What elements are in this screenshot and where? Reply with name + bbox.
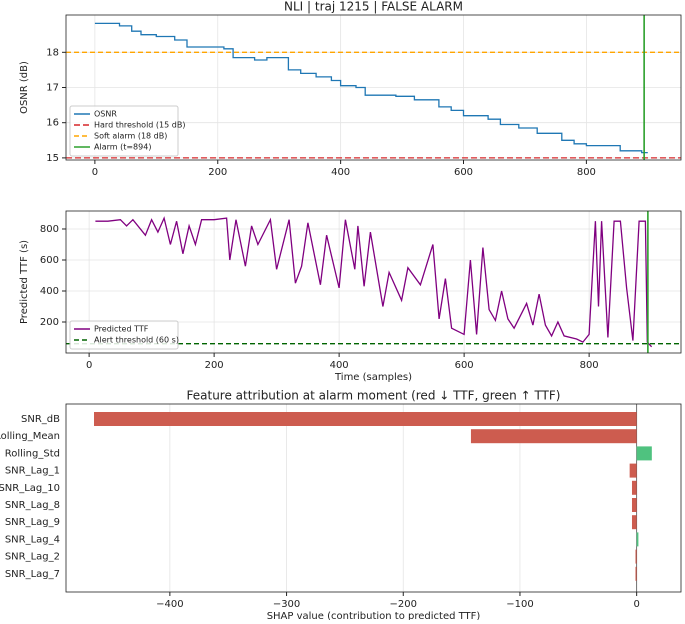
y-tick-label: 18 (46, 47, 59, 58)
legend-label: Hard threshold (15 dB) (94, 121, 185, 130)
x-tick-label: 200 (208, 167, 227, 178)
x-tick-label: −200 (390, 599, 417, 610)
axes-frame (65, 403, 682, 593)
bar (636, 532, 639, 547)
legend-box (69, 105, 179, 157)
category-label: SNR_Lag_8 (5, 500, 60, 511)
chart-title: Feature attribution at alarm moment (red… (187, 389, 561, 403)
bar (631, 515, 637, 530)
axes-frame (65, 14, 682, 161)
bar (629, 463, 637, 478)
x-tick-label: 800 (580, 360, 599, 371)
y-tick-label: 200 (40, 317, 59, 328)
category-label: SNR_Lag_2 (5, 552, 60, 563)
series-line (94, 22, 648, 154)
legend-label: Alert threshold (60 s) (94, 336, 179, 345)
x-tick-label: 600 (454, 167, 473, 178)
y-tick-label: 800 (40, 224, 59, 235)
bar (636, 446, 652, 461)
legend-label: OSNR (94, 110, 117, 119)
category-label: Rolling_Mean (0, 431, 60, 442)
y-tick-label: 17 (46, 83, 59, 94)
category-label: SNR_Lag_10 (0, 483, 60, 494)
y-tick-label: 15 (46, 153, 59, 164)
x-tick-label: −100 (506, 599, 533, 610)
bar (470, 429, 637, 444)
y-axis-label: Predicted TTF (s) (19, 240, 30, 324)
legend-label: Soft alarm (18 dB) (94, 132, 167, 141)
x-tick-label: −300 (273, 599, 300, 610)
bar (635, 549, 637, 564)
x-tick-label: 0 (86, 360, 92, 371)
x-tick-label: 400 (331, 167, 350, 178)
bar (631, 498, 637, 512)
series-line (95, 216, 653, 348)
category-label: SNR_Lag_1 (5, 466, 60, 477)
bar (635, 566, 637, 581)
x-tick-label: 0 (633, 599, 639, 610)
y-tick-label: 400 (40, 286, 59, 297)
x-tick-label: 0 (92, 167, 98, 178)
axes-frame (65, 210, 682, 354)
x-tick-label: 800 (577, 167, 596, 178)
bar (631, 480, 637, 495)
x-tick-label: 400 (330, 360, 349, 371)
x-axis-label: Time (samples) (334, 372, 412, 383)
legend-label: Alarm (t=894) (94, 143, 151, 152)
category-label: SNR_dB (21, 414, 60, 425)
y-axis-label: OSNR (dB) (19, 61, 30, 114)
x-tick-label: 200 (205, 360, 224, 371)
category-label: SNR_Lag_4 (5, 534, 60, 545)
category-label: Rolling_Std (5, 448, 60, 459)
y-tick-label: 16 (46, 118, 59, 129)
chart-title: NLI | traj 1215 | FALSE ALARM (284, 0, 463, 14)
category-label: SNR_Lag_9 (5, 517, 60, 528)
category-label: SNR_Lag_7 (5, 569, 60, 580)
x-tick-label: −400 (156, 599, 183, 610)
bar (94, 412, 637, 426)
x-tick-label: 600 (455, 360, 474, 371)
y-tick-label: 600 (40, 255, 59, 266)
x-axis-label: SHAP value (contribution to predicted TT… (267, 611, 481, 620)
legend-label: Predicted TTF (94, 325, 149, 334)
legend-box (69, 320, 179, 350)
